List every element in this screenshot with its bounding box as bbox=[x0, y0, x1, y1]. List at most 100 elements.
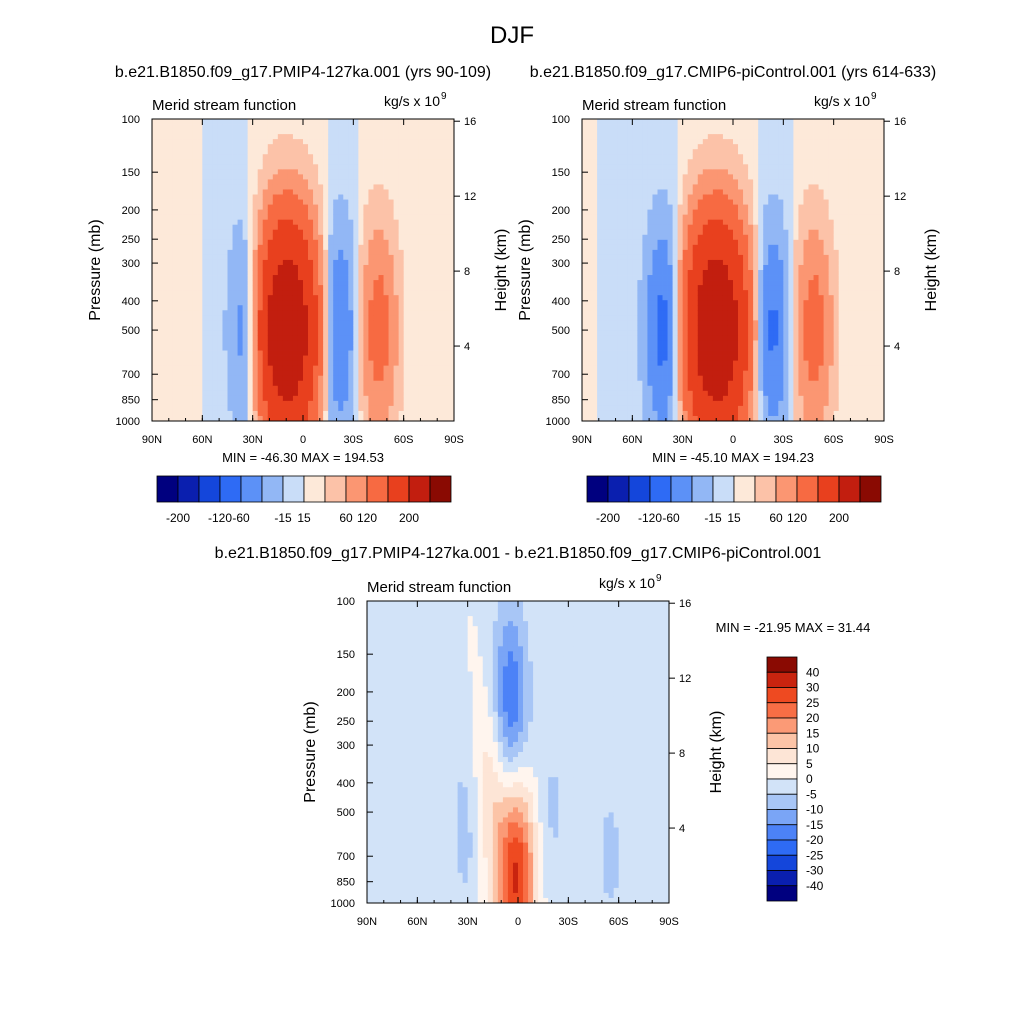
field-cell bbox=[172, 290, 178, 296]
field-cell bbox=[408, 149, 415, 155]
field-cell bbox=[667, 335, 673, 341]
field-cell bbox=[333, 275, 339, 281]
field-cell bbox=[637, 350, 643, 356]
field-cell bbox=[348, 380, 354, 387]
field-cell bbox=[292, 124, 299, 130]
field-cell bbox=[267, 270, 274, 276]
field-cell bbox=[662, 239, 668, 246]
field-cell bbox=[607, 280, 613, 286]
field-cell bbox=[398, 410, 405, 417]
field-cell bbox=[192, 184, 198, 190]
field-cell bbox=[257, 345, 264, 351]
field-cell bbox=[227, 285, 233, 291]
field-cell bbox=[313, 370, 319, 377]
field-cell bbox=[287, 179, 294, 185]
field-cell bbox=[318, 164, 324, 170]
field-cell bbox=[363, 224, 369, 231]
field-cell bbox=[227, 129, 233, 135]
field-cell bbox=[682, 199, 689, 205]
field-cell bbox=[207, 249, 213, 256]
field-cell bbox=[358, 320, 364, 326]
field-cell bbox=[313, 400, 319, 407]
field-cell bbox=[177, 340, 183, 346]
field-cell bbox=[162, 290, 168, 296]
field-cell bbox=[378, 355, 384, 361]
field-cell bbox=[222, 124, 228, 130]
field-cell bbox=[167, 214, 173, 221]
field-cell bbox=[677, 264, 684, 271]
field-cell bbox=[217, 234, 223, 241]
field-cell bbox=[428, 209, 435, 216]
field-cell bbox=[303, 275, 309, 281]
field-cell bbox=[368, 209, 374, 216]
field-cell bbox=[313, 355, 319, 361]
field-cell bbox=[318, 270, 324, 276]
field-cell bbox=[157, 395, 163, 402]
field-cell bbox=[272, 360, 279, 367]
field-cell bbox=[152, 239, 158, 246]
field-cell bbox=[247, 390, 254, 397]
field-cell bbox=[393, 280, 400, 286]
field-cell bbox=[388, 239, 394, 246]
field-cell bbox=[667, 410, 673, 417]
field-cell bbox=[607, 169, 613, 175]
field-cell bbox=[373, 345, 379, 351]
field-cell bbox=[328, 144, 334, 150]
field-cell bbox=[393, 410, 400, 417]
field-cell bbox=[393, 295, 400, 301]
field-cell bbox=[443, 360, 450, 367]
field-cell bbox=[667, 139, 673, 145]
field-cell bbox=[413, 350, 420, 356]
field-cell bbox=[313, 390, 319, 397]
field-cell bbox=[257, 290, 264, 296]
field-cell bbox=[287, 124, 294, 130]
field-cell bbox=[292, 305, 299, 311]
field-cell bbox=[627, 134, 633, 140]
field-cell bbox=[443, 325, 450, 331]
field-cell bbox=[257, 335, 264, 341]
field-cell bbox=[343, 295, 349, 301]
field-cell bbox=[438, 229, 445, 236]
field-cell bbox=[612, 194, 618, 200]
field-cell bbox=[423, 385, 430, 392]
field-cell bbox=[277, 385, 284, 392]
field-cell bbox=[343, 174, 349, 180]
field-cell bbox=[172, 244, 178, 251]
field-cell bbox=[378, 285, 384, 291]
field-cell bbox=[657, 395, 663, 402]
field-cell bbox=[222, 199, 228, 205]
field-cell bbox=[242, 320, 249, 326]
field-cell bbox=[682, 129, 689, 135]
field-cell bbox=[637, 415, 643, 422]
field-cell bbox=[423, 129, 430, 135]
field-cell bbox=[252, 350, 259, 356]
field-cell bbox=[318, 385, 324, 392]
field-cell bbox=[373, 285, 379, 291]
field-cell bbox=[612, 405, 618, 412]
field-cell bbox=[167, 375, 173, 382]
field-cell bbox=[222, 360, 228, 367]
field-cell bbox=[242, 204, 249, 210]
field-cell bbox=[443, 365, 450, 372]
field-cell bbox=[242, 164, 249, 170]
field-cell bbox=[657, 310, 663, 316]
field-cell bbox=[592, 325, 598, 331]
field-cell bbox=[403, 325, 410, 331]
field-cell bbox=[197, 119, 203, 125]
field-cell bbox=[162, 209, 168, 216]
field-cell bbox=[433, 199, 440, 205]
colorbar-box bbox=[429, 475, 452, 503]
field-cell bbox=[217, 139, 223, 145]
field-cell bbox=[602, 249, 608, 256]
field-cell bbox=[368, 335, 374, 341]
field-cell bbox=[428, 219, 435, 226]
field-cell bbox=[448, 199, 455, 205]
field-cell bbox=[287, 254, 294, 261]
field-cell bbox=[328, 400, 334, 407]
field-cell bbox=[272, 275, 279, 281]
field-cell bbox=[682, 345, 689, 351]
field-cell bbox=[622, 174, 628, 180]
field-cell bbox=[358, 194, 364, 200]
field-cell bbox=[348, 129, 354, 135]
field-cell bbox=[358, 189, 364, 195]
